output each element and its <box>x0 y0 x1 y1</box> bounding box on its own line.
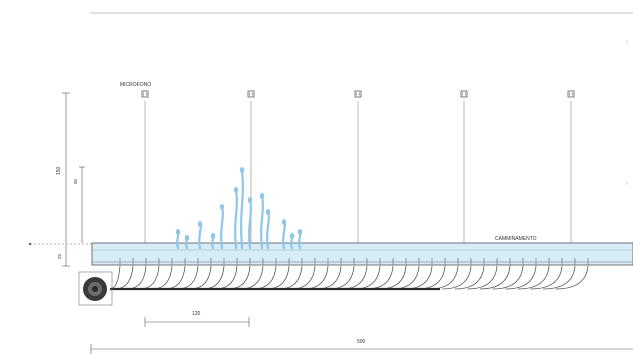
feed-pipe-branch <box>555 265 589 290</box>
feed-pipe-branch <box>152 265 173 290</box>
feed-pipe-branch <box>530 265 563 290</box>
microphone-icon <box>567 90 575 98</box>
microphone-icon <box>354 90 362 98</box>
feed-pipe-branch <box>253 265 277 290</box>
camminamento-label: CAMMINAMENTO <box>495 236 537 242</box>
height-total-label: 150 <box>56 166 62 175</box>
water-jet-top <box>281 219 287 225</box>
height-base-label: 25 <box>57 253 62 259</box>
feed-pipe-branch <box>341 265 368 290</box>
feed-pipe-branch <box>215 265 238 290</box>
feed-pipe-branch <box>492 265 524 290</box>
water-jet-top <box>210 233 216 239</box>
feed-pipe-branch <box>442 265 472 290</box>
pump-housing <box>78 271 113 306</box>
water-jet-top <box>219 204 225 210</box>
microphone-icon <box>141 90 149 98</box>
height-inner-label: 95 <box>73 178 78 184</box>
microphone-icon <box>460 90 468 98</box>
water-channel <box>91 242 633 266</box>
feed-pipe-branch <box>353 265 381 290</box>
water-jet-top <box>259 193 265 199</box>
feed-pipe-branch <box>190 265 212 290</box>
feed-pipe-branch <box>542 265 576 290</box>
feed-pipe-branch <box>127 265 147 290</box>
feed-pipe-branch <box>505 265 537 290</box>
water-jet-top <box>184 235 190 241</box>
water-jet-top <box>247 197 253 203</box>
pump-core-icon <box>92 286 98 292</box>
feed-pipe-branch <box>316 265 342 290</box>
water-jet-top <box>297 229 303 235</box>
water-jet <box>234 188 238 250</box>
microphones-group <box>141 90 575 248</box>
ground-reference-dot <box>28 242 32 246</box>
feed-pipe-branch <box>240 265 264 290</box>
length-total-label: 500 <box>357 339 366 345</box>
nozzle-ticks-group <box>119 258 589 265</box>
feed-pipe-branch <box>114 265 134 290</box>
microfono-label: MICROFONO <box>120 82 151 88</box>
water-jet <box>220 205 224 250</box>
feed-pipe-branch <box>479 265 511 290</box>
water-jet <box>260 194 264 250</box>
feed-pipe-branch <box>328 265 355 290</box>
microphone-icon <box>247 90 255 98</box>
water-jet <box>240 168 244 250</box>
water-jets-group <box>175 167 303 250</box>
feed-pipe-branch <box>278 265 303 290</box>
water-jet <box>248 198 252 250</box>
water-jet-top <box>197 221 203 227</box>
pipes-group <box>109 265 589 290</box>
feed-pipe-branch <box>454 265 485 290</box>
feed-pipe-branch <box>290 265 316 290</box>
feed-pipe-branch <box>303 265 329 290</box>
feed-pipe-branch <box>467 265 498 290</box>
feed-pipe-branch <box>177 265 199 290</box>
feed-pipe-branch <box>164 265 186 290</box>
feed-pipe-branch <box>139 265 160 290</box>
water-jet-top <box>233 187 239 193</box>
water-jet-top <box>265 209 271 215</box>
water-jet-top <box>175 229 181 235</box>
feed-pipe-branch <box>227 265 251 290</box>
water-jet-top <box>239 167 245 173</box>
feed-pipe-branch <box>265 265 290 290</box>
feed-pipe-branch <box>202 265 225 290</box>
water-jet-top <box>289 233 295 239</box>
spacing-label: 120 <box>192 311 201 317</box>
feed-pipe-branch <box>517 265 550 290</box>
feed-pipe-branch <box>109 265 121 290</box>
